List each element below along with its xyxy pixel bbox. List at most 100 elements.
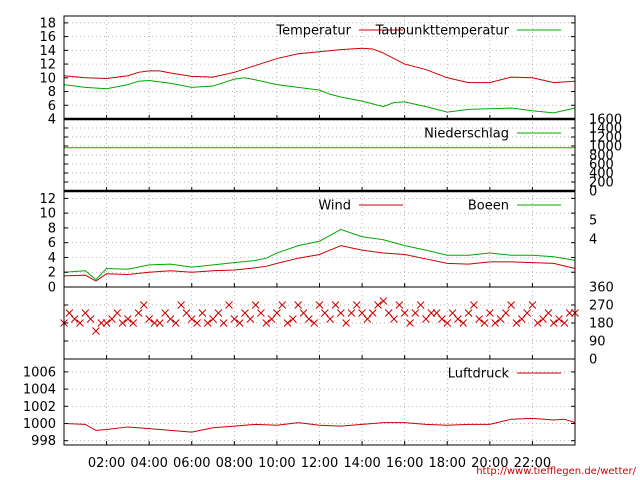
legend-label: Luftdruck	[448, 367, 510, 382]
direction-point	[219, 319, 228, 327]
y-tick-label: 360	[589, 281, 614, 296]
direction-point	[368, 309, 377, 317]
series-line-boeen	[63, 228, 576, 281]
direction-point	[187, 315, 196, 323]
direction-point	[145, 315, 154, 323]
x-tick-label: 14:00	[343, 456, 380, 471]
direction-point	[225, 301, 233, 309]
direction-point	[352, 301, 361, 309]
direction-point	[203, 319, 212, 327]
direction-point	[331, 301, 340, 309]
y-tick-label: 4	[48, 113, 56, 128]
credit-text[interactable]: http://www.tiefflegen.de/wetter/	[476, 466, 636, 477]
direction-point	[289, 315, 297, 323]
direction-point	[92, 327, 100, 335]
direction-point	[305, 315, 313, 323]
legend-label: Temperatur	[275, 24, 351, 39]
direction-point	[283, 319, 292, 327]
y-tick-label: 14	[39, 44, 56, 59]
direction-point	[262, 319, 271, 327]
x-tick-label: 08:00	[216, 456, 253, 471]
legend-label: Wind	[318, 199, 351, 214]
legend-label: Taupunkttemperatur	[375, 24, 510, 39]
direction-point	[491, 319, 500, 327]
y-tick-label: 1600	[589, 113, 622, 128]
legend-label: Boeen	[468, 199, 509, 214]
grid-layer	[64, 16, 575, 445]
direction-point	[198, 309, 207, 317]
tick-layer: 4681012141618020040060080010001200140016…	[23, 16, 622, 471]
legend-label: Niederschlag	[424, 127, 509, 142]
direction-point	[129, 319, 138, 327]
direction-point	[528, 301, 537, 309]
direction-point	[214, 309, 223, 317]
direction-point	[400, 309, 409, 317]
direction-point	[475, 315, 484, 323]
series-line-temperatur	[63, 47, 576, 84]
y-tick-label: 2	[48, 266, 56, 281]
x-tick-label: 04:00	[130, 456, 167, 471]
direction-point	[544, 309, 553, 317]
y-tick-label: 8	[48, 221, 56, 236]
x-tick-label: 20:00	[471, 456, 508, 471]
direction-point	[512, 319, 521, 327]
x-tick-label: 18:00	[429, 456, 466, 471]
direction-point	[177, 301, 185, 309]
direction-point	[118, 319, 127, 327]
y-tick-label: 4	[48, 251, 56, 266]
series-line-luftdruck	[63, 417, 576, 433]
y-tick-label: 180	[589, 317, 614, 332]
y-tick-label: 998	[31, 434, 56, 449]
direction-point	[438, 315, 446, 323]
direction-point	[470, 301, 478, 309]
y-tick-label: 1004	[23, 383, 56, 398]
direction-point	[102, 319, 111, 327]
y-tick-label: 90	[589, 335, 606, 350]
y-tick-label: 16	[39, 30, 56, 45]
data-layer	[60, 47, 579, 433]
direction-point	[555, 315, 563, 323]
y-tick-label: 6	[48, 99, 56, 114]
direction-point	[459, 319, 468, 327]
direction-point	[416, 301, 425, 309]
direction-point	[294, 301, 303, 309]
direction-point	[235, 319, 244, 327]
direction-point	[310, 319, 319, 327]
direction-point	[171, 319, 180, 327]
direction-point	[507, 301, 515, 309]
y-tick-label: 270	[589, 299, 614, 314]
series-line-wind	[63, 245, 576, 282]
direction-point	[406, 319, 414, 327]
direction-point	[86, 315, 95, 323]
direction-point	[549, 319, 558, 327]
direction-point	[523, 309, 531, 317]
direction-point	[347, 309, 356, 317]
direction-point	[246, 315, 255, 323]
y-tick-label: 0	[589, 353, 597, 368]
x-tick-label: 16:00	[386, 456, 423, 471]
y-tick-label: 12	[39, 58, 56, 73]
y-tick-label: 200	[589, 176, 614, 191]
x-tick-label: 12:00	[301, 456, 338, 471]
x-tick-label: 10:00	[258, 456, 295, 471]
direction-point	[443, 319, 452, 327]
direction-point	[560, 319, 569, 327]
direction-point	[342, 319, 350, 327]
y-tick-label: 6	[48, 236, 56, 251]
y-tick-label: 1000	[23, 417, 56, 432]
x-tick-label: 06:00	[173, 456, 210, 471]
y-tick-label: 0	[589, 185, 597, 200]
y-tick-label: 600	[589, 158, 614, 173]
direction-point	[390, 315, 398, 323]
direction-point	[326, 315, 334, 323]
direction-point	[193, 319, 201, 327]
y-tick-label: 10	[39, 71, 56, 86]
direction-point	[278, 301, 287, 309]
direction-point	[273, 309, 281, 317]
direction-point	[480, 319, 489, 327]
y-tick-label: 10	[39, 207, 56, 222]
y-tick-label: 1002	[23, 400, 56, 415]
y2-tick-label: 5	[589, 213, 597, 228]
legend-layer: Temperatur Taupunkttemperatur Niederschlag…	[275, 24, 561, 382]
